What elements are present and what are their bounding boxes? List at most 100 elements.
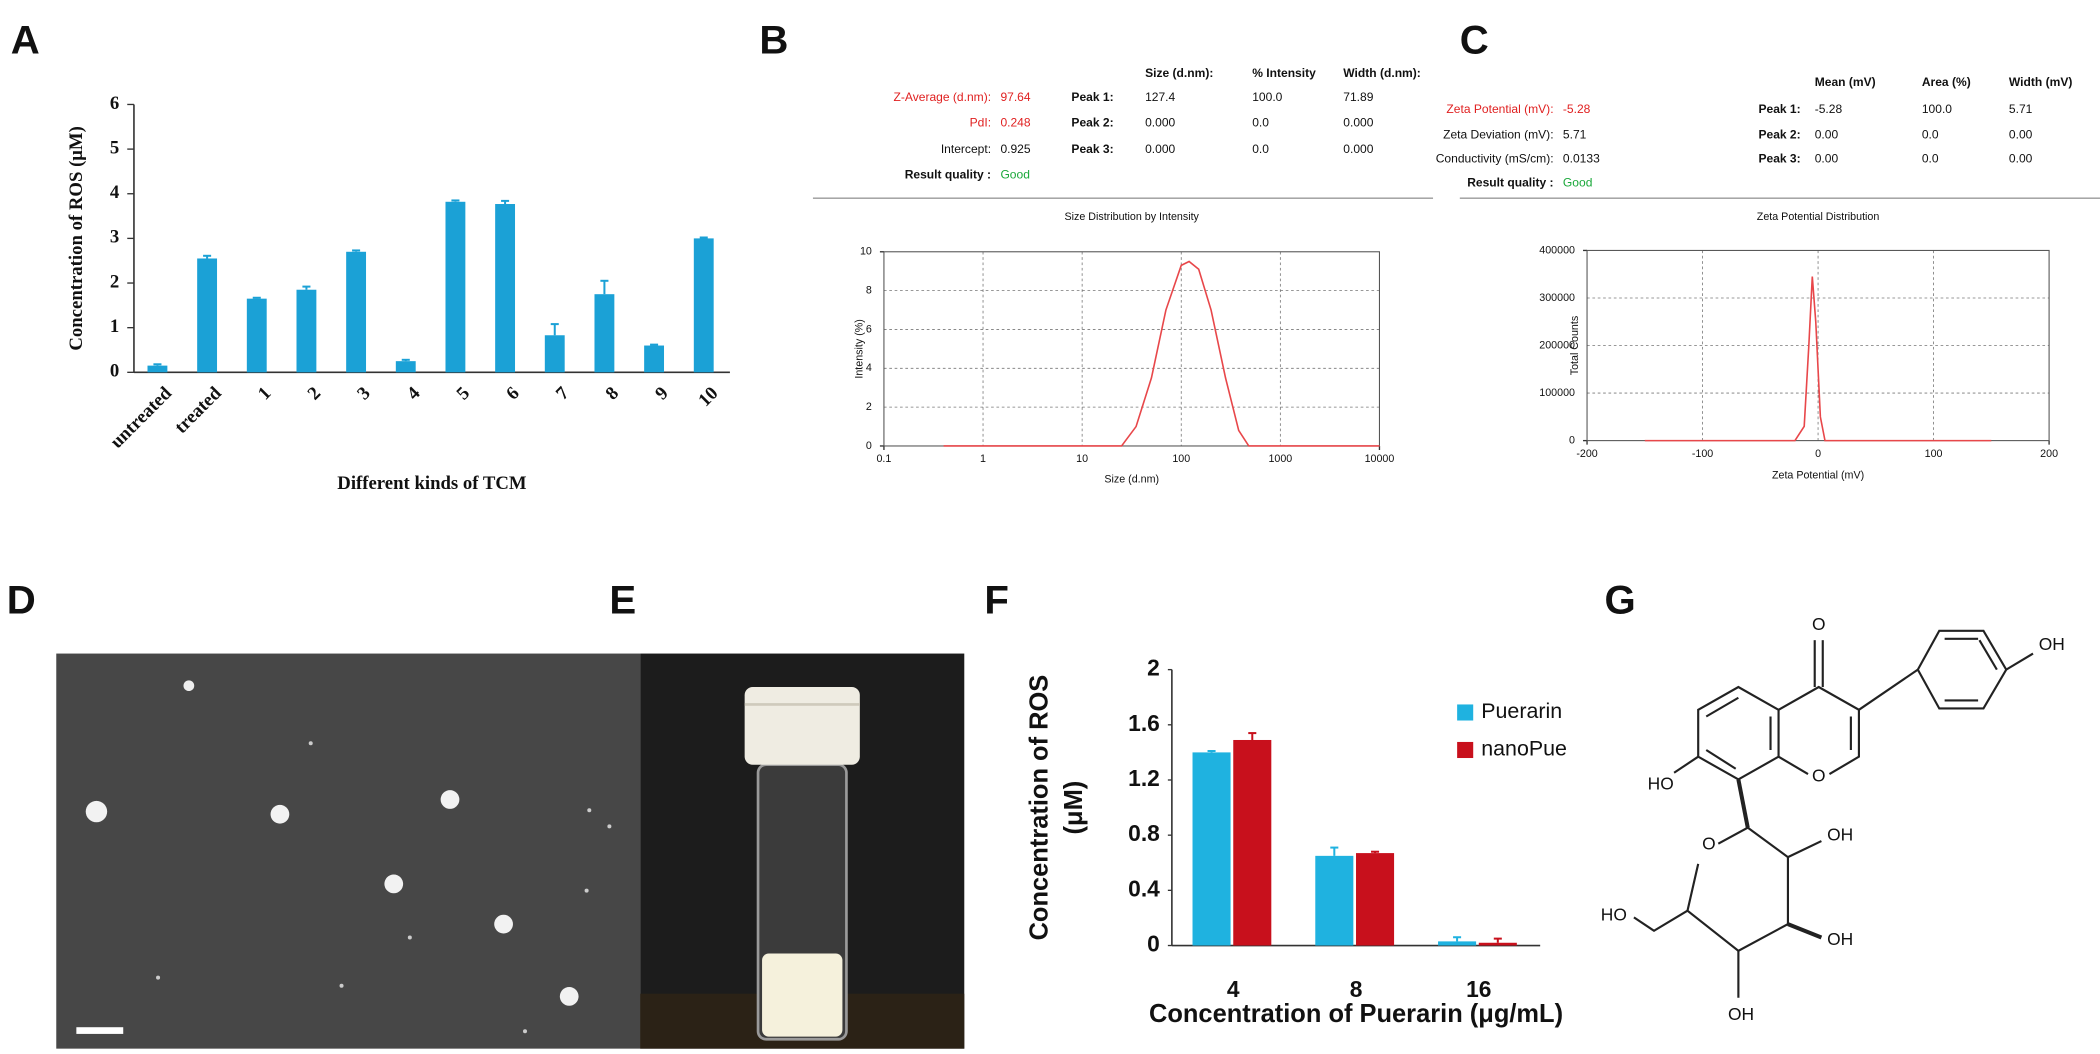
bar: [346, 251, 367, 373]
peak-value: 0.000: [1343, 115, 1373, 129]
x-tick-label: treated: [171, 382, 226, 437]
result-value: 97.64: [1000, 90, 1030, 104]
bar: [1315, 855, 1354, 946]
atom-label: OH: [1728, 1004, 1754, 1024]
result-label: Conductivity (mS/cm):: [1436, 152, 1554, 166]
y-axis-label: Concentration of ROS (μM): [66, 126, 87, 350]
y-tick-label: 10: [860, 246, 872, 258]
y-tick-label: 0: [110, 361, 119, 382]
y-axis-label: Total Counts: [1569, 316, 1581, 375]
peak-value: 0.00: [2009, 127, 2033, 141]
peak-label: Peak 2:: [1758, 127, 1800, 141]
bar: [1356, 853, 1395, 946]
y-tick-label: 0: [1147, 931, 1160, 957]
bar: [445, 201, 466, 373]
error-bar: [203, 254, 212, 259]
x-tick-label: -200: [1576, 448, 1597, 460]
result-label: Result quality :: [1467, 176, 1553, 190]
y-tick-label: 2: [110, 271, 119, 292]
error-bar: [302, 285, 311, 290]
y-axis-label: (μM): [1060, 781, 1088, 835]
atom-label: HO: [1601, 905, 1627, 925]
x-tick-label: 5: [453, 383, 474, 404]
result-label: Zeta Deviation (mV):: [1443, 127, 1553, 141]
error-bar: [1330, 846, 1339, 856]
y-tick-label: 400000: [1539, 244, 1575, 256]
peak-value: 0.000: [1343, 142, 1373, 156]
y-tick-label: 5: [110, 137, 119, 158]
x-axis-label: Size (d.nm): [1104, 473, 1159, 485]
x-tick-label: 100: [1172, 453, 1190, 465]
x-tick-label: -100: [1692, 448, 1713, 460]
error-bar: [699, 236, 708, 239]
bar: [296, 289, 317, 373]
bar: [594, 294, 615, 373]
peak-value: 0.0: [1922, 127, 1939, 141]
peak-label: Peak 3:: [1758, 152, 1800, 166]
y-tick-label: 3: [110, 227, 119, 248]
table-header: % Intensity: [1252, 66, 1316, 80]
error-bar: [352, 249, 361, 252]
bar: [1233, 739, 1272, 946]
x-tick-label: 200: [2040, 448, 2058, 460]
peak-value: 0.0: [1252, 142, 1269, 156]
table-header: Width (mV): [2009, 75, 2072, 89]
bar: [1438, 941, 1477, 946]
error-bar: [401, 358, 410, 362]
x-tick-label: 7: [552, 383, 573, 404]
chemical-structure: [1633, 629, 2034, 998]
result-label: PdI:: [970, 115, 991, 129]
y-tick-label: 0.4: [1128, 875, 1160, 901]
x-tick-label: 10: [694, 383, 722, 411]
error-bar: [1493, 937, 1502, 943]
x-tick-label: 2: [304, 383, 325, 404]
error-bar: [1207, 750, 1216, 753]
result-value: 0.0133: [1563, 152, 1600, 166]
x-tick-label: 100: [1925, 448, 1943, 460]
y-tick-label: 1: [110, 316, 119, 337]
micrograph: [56, 653, 641, 1049]
table-header: Size (d.nm):: [1145, 66, 1213, 80]
y-tick-label: 2: [1147, 655, 1160, 681]
peak-value: 0.0: [1922, 152, 1939, 166]
x-tick-label: 0: [1815, 448, 1821, 460]
bar: [147, 365, 168, 373]
bar: [197, 258, 218, 373]
atom-label: OH: [2039, 634, 2065, 654]
x-tick-label: 4: [403, 382, 425, 404]
legend-swatch: [1457, 741, 1474, 759]
atom-label: OH: [1827, 824, 1853, 844]
error-bar: [1371, 850, 1380, 854]
atom-label: HO: [1648, 773, 1674, 793]
data-line: [943, 260, 1380, 447]
x-tick-label: untreated: [106, 382, 176, 452]
peak-value: 0.000: [1145, 115, 1175, 129]
x-tick-label: 9: [651, 383, 672, 404]
panel-label: A: [11, 17, 40, 62]
result-value: -5.28: [1563, 102, 1591, 116]
peak-value: 100.0: [1922, 102, 1952, 116]
result-label: Z-Average (d.nm):: [894, 90, 992, 104]
panel-label: G: [1604, 577, 1635, 622]
peak-label: Peak 3:: [1071, 142, 1113, 156]
scale-bar: [76, 1027, 124, 1034]
y-tick-label: 1.2: [1128, 765, 1160, 791]
y-tick-label: 2: [866, 401, 872, 413]
y-axis-label: Concentration of ROS: [1025, 675, 1053, 941]
y-tick-label: 6: [110, 93, 119, 114]
y-tick-label: 6: [866, 323, 872, 335]
legend-swatch: [1457, 704, 1474, 721]
x-tick-label: 1: [980, 453, 986, 465]
result-value: Good: [1563, 176, 1592, 190]
y-tick-label: 4: [866, 362, 872, 374]
table-header: Width (d.nm):: [1343, 66, 1420, 80]
error-bar: [600, 279, 609, 295]
atom-label: O: [1702, 834, 1716, 854]
bar: [1192, 752, 1231, 946]
y-axis-label: Intensity (%): [854, 319, 866, 378]
x-tick-label: 4: [1227, 976, 1240, 1002]
error-bar: [650, 343, 659, 346]
panel-label: D: [7, 577, 36, 622]
error-bar: [1248, 732, 1257, 740]
